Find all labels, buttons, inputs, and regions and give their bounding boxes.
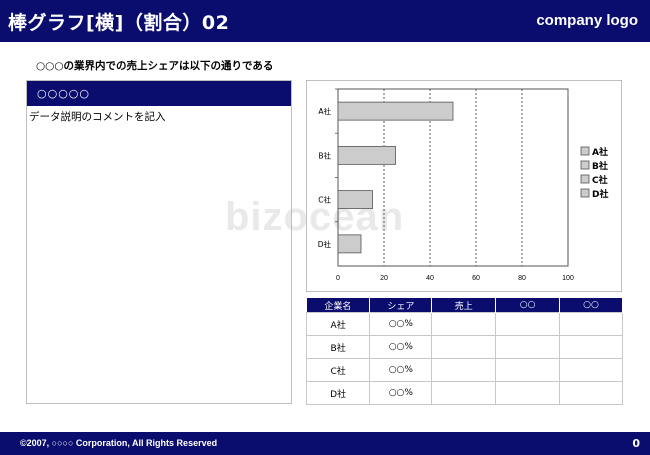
comment-panel: ○○○○○ データ説明のコメントを記入	[26, 80, 292, 404]
bar-chart: 0 20 40 60 80 100 A社 B社 C社 D社 A社 B社 C社 D社	[306, 80, 622, 292]
header-bar: 棒グラフ[横]（割合）02 company logo	[0, 0, 650, 42]
table-cell: ○○%	[369, 381, 433, 405]
y-tick-label: D社	[318, 239, 332, 249]
table-row: A社 ○○%	[305, 312, 623, 336]
table-header-cell: ○○	[559, 298, 623, 313]
comment-panel-heading: ○○○○○	[27, 81, 291, 106]
legend-label: A社	[592, 146, 608, 158]
table-row: C社 ○○%	[305, 358, 623, 382]
table-cell	[431, 381, 497, 405]
table-cell	[431, 312, 497, 336]
legend-label: C社	[592, 174, 608, 186]
table-header-cell: 売上	[431, 298, 497, 313]
table-cell	[495, 381, 561, 405]
table-cell: ○○%	[369, 312, 433, 336]
table-cell	[559, 312, 623, 336]
page-number: 0	[632, 437, 640, 450]
table-header-cell: シェア	[369, 298, 433, 313]
bar	[337, 101, 454, 121]
table-cell: D社	[305, 381, 371, 405]
legend-swatch	[580, 146, 590, 156]
table-cell	[431, 358, 497, 382]
legend-swatch	[580, 160, 590, 170]
y-tick-label: B社	[318, 150, 331, 160]
comment-text: データ説明のコメントを記入	[29, 111, 166, 123]
legend-swatch	[580, 174, 590, 184]
bar	[337, 234, 362, 254]
table-cell	[431, 335, 497, 359]
table-cell: ○○%	[369, 335, 433, 359]
table-cell	[559, 358, 623, 382]
x-tick-label: 100	[562, 275, 574, 282]
legend-swatch	[580, 188, 590, 198]
table-cell	[559, 335, 623, 359]
chart-canvas: 0 20 40 60 80 100 A社 B社 C社 D社 A社 B社 C社 D社	[318, 88, 608, 282]
y-tick-label: A社	[318, 106, 331, 116]
x-tick-label: 80	[518, 275, 526, 282]
company-logo: company logo	[536, 12, 638, 29]
table-header-cell: ○○	[495, 298, 561, 313]
bar	[337, 145, 396, 165]
footer-bar: ©2007, ○○○○ Corporation, All Rights Rese…	[0, 432, 650, 455]
x-tick-label: 0	[336, 275, 340, 282]
table-row: D社 ○○%	[305, 381, 623, 405]
x-tick-label: 40	[426, 275, 434, 282]
table-cell	[559, 381, 623, 405]
table-cell	[495, 312, 561, 336]
slide-subtitle: ○○○の業界内での売上シェアは以下の通りである	[36, 60, 274, 72]
table-row: B社 ○○%	[305, 335, 623, 359]
table-cell: B社	[305, 335, 371, 359]
table-cell	[495, 358, 561, 382]
legend-label: D社	[592, 188, 608, 200]
table-cell: C社	[305, 358, 371, 382]
table-header-cell: 企業名	[306, 298, 371, 313]
y-tick-label: C社	[318, 195, 331, 205]
table-header-row: 企業名 シェア 売上 ○○ ○○	[306, 298, 623, 313]
table-cell: ○○%	[369, 358, 433, 382]
bar	[337, 190, 373, 210]
page-title: 棒グラフ[横]（割合）02	[8, 12, 230, 34]
x-tick-label: 60	[472, 275, 480, 282]
table-cell	[495, 335, 561, 359]
legend-label: B社	[592, 160, 608, 172]
copyright-text: ©2007, ○○○○ Corporation, All Rights Rese…	[20, 438, 218, 448]
share-table: 企業名 シェア 売上 ○○ ○○ A社 ○○% B社 ○○% C社 ○○%	[305, 298, 623, 405]
table-cell: A社	[305, 312, 371, 336]
x-tick-label: 20	[380, 275, 388, 282]
